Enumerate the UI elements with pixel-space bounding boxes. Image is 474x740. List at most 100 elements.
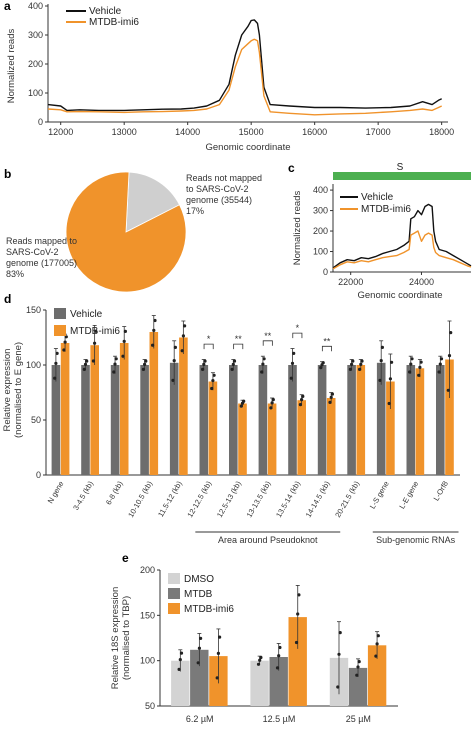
panel-d-replicate-dot [359,362,363,366]
panel-letter-d: d [4,292,11,306]
panel-e-bar-chart: 50 100 150 200 6.2 µM 12.5 µM 25 µM Relative 1… [110,565,398,724]
pie-label-mapped-line-4: 83% [6,269,24,279]
panel-e-y-tick-label: 100 [140,656,155,666]
panel-d-bar-mtdb-imi6-3-4-5-kb [90,345,99,475]
panel-d-replicate-dot [328,400,332,404]
panel-d-bar-mtdb-imi6-l-orf8 [445,359,454,475]
panel-d-replicate-dot [231,362,235,366]
panel-d-y-tick-label: 100 [26,360,41,370]
panel-d-replicate-dot [123,329,127,333]
panel-d-replicate-dot [290,361,295,365]
panel-d-replicate-dot [55,351,59,355]
pie-label-not-mapped: Reads not mapped to SARS-CoV-2 genome (3… [186,173,262,216]
panel-d-replicate-dot [94,329,98,333]
panel-a-y-axis-label: Normalized reads [6,29,17,104]
panel-d-replicate-dot [53,376,57,380]
panel-e-replicate-dot [296,612,300,616]
panel-d-x-tick-label: 13-13.5 (kb) [245,479,273,519]
panel-d-replicate-dot [380,345,384,349]
panel-e-replicate-dot [178,658,182,662]
pie-label-not-mapped-line-4: 17% [186,206,204,216]
panel-d-replicate-dot [113,362,117,366]
panel-c-y-tick-label: 100 [313,247,328,257]
panel-d-replicate-dot [378,378,382,382]
panel-a-x-tick-label: 18000 [429,127,454,137]
panel-d-x-tick-label: 14-14.5 (kb) [304,479,332,519]
spike-gene-bar [333,172,471,180]
significance-bracket [292,332,303,339]
panel-d-replicate-dot [437,370,441,374]
panel-d-replicate-dot [173,345,177,349]
panel-a-x-tick-label: 12000 [48,127,73,137]
panel-d-replicate-dot [409,362,413,366]
panel-d-replicate-dot [300,398,304,402]
significance-label: * [296,323,300,333]
panel-e-legend: DMSO MTDB MTDB-imi6 [168,573,234,615]
panel-e-replicate-dot [294,640,299,645]
panel-e-replicate-dot [277,654,281,658]
panel-d-y-tick-label: 50 [31,415,41,425]
panel-d-replicate-dot [202,362,206,366]
significance-label: ** [264,331,272,341]
group-label-area-around-pseudoknot: Area around Pseudoknot [218,535,318,545]
panel-a-series-line-vehicle [47,19,442,112]
panel-d-x-tick-label: 10-10.5 (kb) [126,479,154,519]
panel-e-replicate-dot [196,661,200,665]
panel-d-replicate-dot [112,370,116,374]
panel-d-replicate-dot [418,365,422,369]
panel-d-replicate-dot [91,359,95,363]
group-label-sub-genomic-rnas: Sub-genomic RNAs [376,535,456,545]
panel-d-bar-mtdb-imi6-14-14-5-kb [326,398,336,475]
panel-c-series-line-vehicle [332,203,472,269]
panel-d-replicate-dot [379,359,383,363]
panel-d-x-tick-label: L-E gene [397,480,420,511]
panel-d-replicate-dot [271,398,275,402]
panel-d-bar-vehicle-13-13-5-kb [258,365,268,475]
panel-d-replicate-dot [62,348,66,352]
panel-d-replicate-dot [298,403,302,407]
panel-d-replicate-dot [410,357,414,361]
panel-c-x-tick-label: 22000 [338,277,363,287]
panel-e-replicate-dot [356,665,360,669]
panel-d-bar-vehicle-12-12-5-kb [199,365,209,475]
panel-e-replicate-dot [177,667,181,672]
panel-e-y-tick-label: 50 [145,701,155,711]
panel-e-x-tick-label: 25 µM [346,714,371,724]
panel-d-replicate-dot [212,373,216,377]
panel-d-replicate-dot [348,367,352,371]
panel-d-bar-vehicle-13-5-14-kb [288,365,297,475]
panel-e-y-axis-label-line-1: Relative 18S expression [110,587,121,689]
panel-d-replicate-dot [151,343,155,347]
panel-d-replicate-dot [358,367,362,371]
panel-d-replicate-dot [143,362,147,366]
panel-c-legend: Vehicle MTDB-imi6 [340,192,411,215]
panel-d-bar-chart: 0 50 100 150 N gene 3-4.5 (kb) 6-8 (kb) 10-10.5… [2,305,460,545]
panel-d-replicate-dot [172,359,176,363]
panel-d-x-tick-label: L-Orf8 [432,480,450,503]
panel-d-replicate-dot [419,360,423,364]
panel-a-y-tick-label: 100 [28,88,43,98]
panel-b-pie-chart: Reads mapped to SARS-CoV-2 genome (17700… [6,171,262,293]
panel-e-x-tick-label: 6.2 µM [186,714,214,724]
panel-a-x-axis-label: Genomic coordinate [205,142,290,153]
panel-c-x-axis-label: Genomic coordinate [357,290,442,301]
panel-d-replicate-dot [449,331,453,335]
panel-d-bar-mtdb-imi6-12-5-13-kb [238,403,247,475]
panel-d-bar-mtdb-imi6-10-10-5-kb [149,332,159,475]
panel-e-bar-mtdb-imi6-12-5-m [288,617,307,706]
panel-d-legend-vehicle: Vehicle [70,309,103,320]
panel-e-replicate-dot [278,645,282,650]
panel-d-replicate-dot [270,401,274,405]
panel-d-replicate-dot [350,362,354,366]
panel-d-bar-mtdb-imi6-6-8-kb [119,343,129,475]
panel-e-replicate-dot [338,631,342,635]
panel-d-replicate-dot [239,404,243,408]
panel-d-replicate-dot [319,366,323,370]
panel-d-replicate-dot [438,362,442,366]
panel-e-replicate-dot [275,666,280,670]
panel-d-replicate-dot [181,334,185,338]
panel-d-replicate-dot [201,367,205,371]
panel-e-replicate-dot [355,673,359,677]
panel-e-replicate-dot [337,652,341,656]
